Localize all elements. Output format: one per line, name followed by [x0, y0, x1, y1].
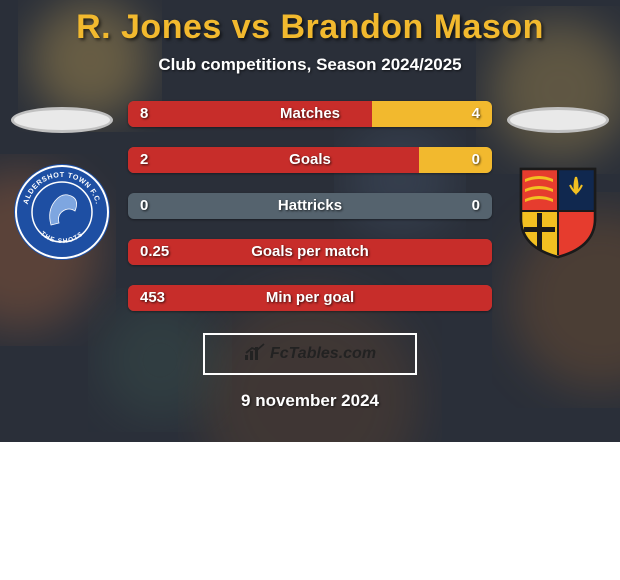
stats-column: Matches84Goals20Hattricks00Goals per mat… [122, 101, 498, 311]
left-player-col: ALDERSHOT TOWN F.C. THE SHOTS [2, 101, 122, 261]
stat-value-right: 4 [472, 101, 480, 127]
stat-bar-goals-per-match: Goals per match0.25 [128, 239, 492, 265]
left-form-oval [11, 107, 113, 133]
stat-bar-matches: Matches8 4 [128, 101, 492, 127]
stat-bar-min-per-goal: Min per goal453 [128, 285, 492, 311]
stat-label: Goals per match [128, 239, 492, 265]
right-form-oval [507, 107, 609, 133]
chart-icon [244, 343, 266, 366]
stat-label: Hattricks [128, 193, 492, 219]
stat-bar-hattricks: Hattricks0 0 [128, 193, 492, 219]
footer-attribution: FcTables.com [203, 333, 417, 375]
comparison-card: R. Jones vs Brandon Mason Club competiti… [0, 0, 620, 442]
stat-value-left: 453 [140, 285, 165, 311]
footer-text: FcTables.com [270, 345, 376, 363]
right-team-badge [509, 163, 607, 261]
stat-value-left: 0.25 [140, 239, 169, 265]
stat-value-right: 0 [472, 193, 480, 219]
stat-value-left: 2 [140, 147, 148, 173]
stat-label: Matches [128, 101, 492, 127]
main-row: ALDERSHOT TOWN F.C. THE SHOTS Matches8 4 G… [0, 101, 620, 311]
stat-label: Goals [128, 147, 492, 173]
subtitle: Club competitions, Season 2024/2025 [0, 55, 620, 75]
left-team-badge: ALDERSHOT TOWN F.C. THE SHOTS [13, 163, 111, 261]
stat-value-left: 8 [140, 101, 148, 127]
stat-value-right: 0 [472, 147, 480, 173]
stat-label: Min per goal [128, 285, 492, 311]
date-label: 9 november 2024 [0, 391, 620, 411]
right-player-col [498, 101, 618, 261]
stat-bar-goals: Goals2 0 [128, 147, 492, 173]
page-title: R. Jones vs Brandon Mason [0, 0, 620, 47]
stat-value-left: 0 [140, 193, 148, 219]
